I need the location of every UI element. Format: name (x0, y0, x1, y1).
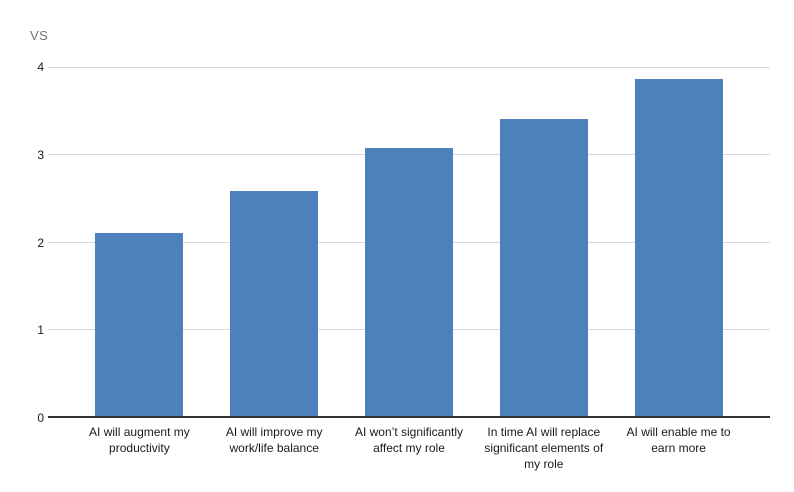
gridline (48, 67, 770, 68)
bar[interactable] (230, 190, 319, 416)
x-category-label: In time AI will replace significant elem… (484, 425, 604, 471)
y-tick-label: 4 (37, 60, 44, 74)
bar-slot (72, 67, 207, 416)
x-category-label: AI will improve my work/life balance (225, 425, 323, 455)
bar[interactable] (499, 119, 588, 416)
y-tick-label: 1 (37, 323, 44, 338)
y-tick-label: 2 (37, 235, 44, 250)
bar-slot (207, 67, 342, 416)
bar-band (72, 67, 746, 416)
bar-slot (611, 67, 746, 416)
y-axis-labels: 4 3 2 1 0 (14, 60, 44, 425)
x-category-label: AI won’t significantly affect my role (354, 425, 464, 455)
x-category-label: AI will enable me to earn more (626, 425, 731, 455)
bar[interactable] (95, 232, 184, 416)
x-category-label: AI will augment my productivity (89, 425, 190, 455)
bar-slot (476, 67, 611, 416)
plot-area (48, 67, 770, 418)
x-axis-labels: AI will augment my productivity AI will i… (72, 424, 746, 472)
bar-slot (342, 67, 477, 416)
chart-title: VS (30, 28, 49, 43)
bar[interactable] (364, 148, 453, 416)
bar[interactable] (634, 79, 723, 416)
y-tick-label: 0 (37, 411, 44, 425)
y-tick-label: 3 (37, 147, 44, 162)
